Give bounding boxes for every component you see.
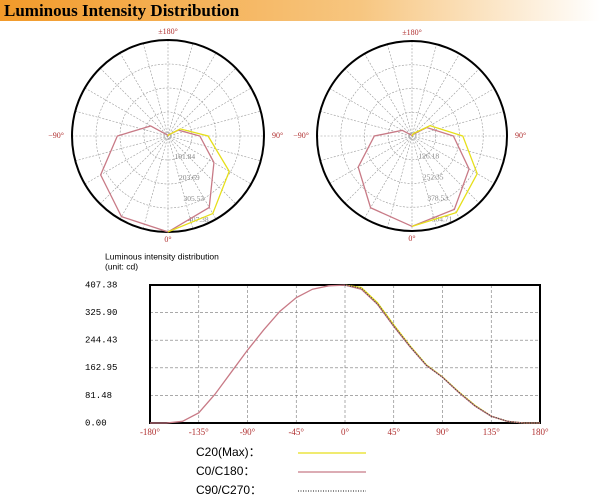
y-tick-label: 325.90 xyxy=(85,308,117,318)
series-line xyxy=(344,284,540,424)
legend-label: C20(Max)： xyxy=(196,445,261,459)
angle-label: 0° xyxy=(408,234,415,243)
legend-label: C0/C180： xyxy=(196,464,255,478)
x-tick-label: -180° xyxy=(140,427,160,437)
angle-label: −90° xyxy=(293,131,309,140)
y-tick-label: 244.43 xyxy=(85,336,117,346)
angle-label: 90° xyxy=(272,131,283,140)
x-tick-label: -45° xyxy=(288,427,304,437)
angle-label: 90° xyxy=(515,131,526,140)
angle-label: ±180° xyxy=(402,28,422,37)
y-tick-label: 407.38 xyxy=(85,280,117,290)
outer-circle xyxy=(316,40,508,232)
chart-title: Luminous intensity distribution xyxy=(105,251,219,261)
legend-label: C90/C270： xyxy=(196,483,262,497)
radial-label: 101.84 xyxy=(174,152,195,161)
angle-label: −90° xyxy=(48,131,64,140)
series-line xyxy=(167,128,230,233)
radial-grid xyxy=(387,111,437,161)
radial-grid xyxy=(143,111,193,161)
y-tick-label: 0.00 xyxy=(85,418,107,428)
radial-label: 504.71 xyxy=(432,214,453,223)
x-tick-label: 0° xyxy=(341,427,350,437)
radial-grid xyxy=(119,87,217,185)
radial-label: 378.53 xyxy=(427,193,448,202)
radial-label: 126.18 xyxy=(418,152,439,161)
x-tick-label: 180° xyxy=(531,427,549,437)
radial-grid xyxy=(364,88,460,184)
x-tick-label: 45° xyxy=(387,427,400,437)
angle-label: ±180° xyxy=(158,27,178,36)
header-bar: Luminous Intensity Distribution xyxy=(0,0,600,21)
header-title: Luminous Intensity Distribution xyxy=(4,1,240,20)
y-tick-label: 162.95 xyxy=(85,363,117,373)
radial-label: 203.69 xyxy=(179,173,200,182)
radial-label: 252.35 xyxy=(423,173,444,182)
angle-label: 0° xyxy=(164,235,171,244)
y-tick-label: 81.48 xyxy=(85,391,112,401)
radial-grid xyxy=(95,63,241,209)
series-line xyxy=(411,124,478,227)
x-tick-label: -135° xyxy=(189,427,209,437)
x-tick-label: 90° xyxy=(436,427,449,437)
x-tick-label: -90° xyxy=(240,427,256,437)
chart-subtitle: (unit: cd) xyxy=(105,261,138,271)
radial-label: 305.53 xyxy=(183,194,204,203)
x-tick-label: 135° xyxy=(483,427,501,437)
